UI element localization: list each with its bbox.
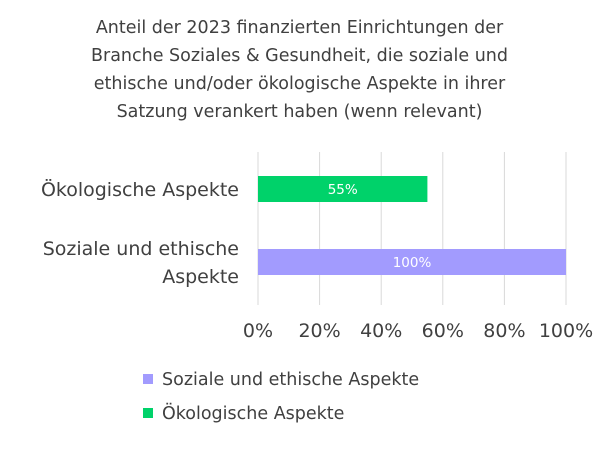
x-axis-ticks: 0% 20% 40% 60% 80% 100% xyxy=(243,320,593,342)
data-label: 55% xyxy=(328,182,358,198)
category-label: Soziale und ethische xyxy=(43,238,239,260)
chart-title: Anteil der 2023 finanzierten Einrichtung… xyxy=(91,18,508,122)
x-tick-label: 60% xyxy=(422,320,464,342)
category-label: Aspekte xyxy=(162,266,239,288)
x-tick-label: 80% xyxy=(483,320,525,342)
chart-title-line: ethische und/oder ökologische Aspekte in… xyxy=(94,74,506,94)
data-label: 100% xyxy=(393,255,432,271)
bar xyxy=(258,176,428,202)
x-tick-label: 100% xyxy=(539,320,593,342)
bar xyxy=(258,249,566,275)
chart-title-line: Anteil der 2023 finanzierten Einrichtung… xyxy=(96,18,504,38)
x-tick-label: 20% xyxy=(298,320,340,342)
legend: Soziale und ethische Aspekte Ökologische … xyxy=(143,370,419,424)
gridlines xyxy=(257,152,567,305)
x-tick-label: 40% xyxy=(360,320,402,342)
legend-label: Ökologische Aspekte xyxy=(162,402,344,424)
chart-title-line: Satzung verankert haben (wenn relevant) xyxy=(117,102,483,122)
legend-label: Soziale und ethische Aspekte xyxy=(162,370,419,390)
bars: 55% 100% xyxy=(258,176,566,275)
legend-swatch xyxy=(143,374,153,384)
category-labels: Ökologische Aspekte Soziale und ethische A… xyxy=(41,178,239,288)
legend-swatch xyxy=(143,408,153,418)
category-label: Ökologische Aspekte xyxy=(41,178,239,201)
x-tick-label: 0% xyxy=(243,320,273,342)
chart-title-line: Branche Soziales & Gesundheit, die sozia… xyxy=(91,46,508,66)
